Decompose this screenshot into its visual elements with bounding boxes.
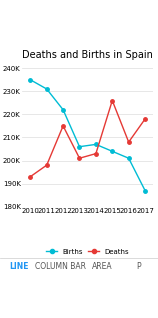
Text: Line: Line (55, 24, 81, 34)
Text: Orange: Orange (13, 6, 33, 11)
Text: ■: ■ (126, 293, 134, 301)
Text: TYPES: TYPES (20, 45, 50, 54)
Legend: Births, Deaths: Births, Deaths (44, 246, 132, 258)
Text: 16:25: 16:25 (130, 6, 145, 11)
Text: AREA: AREA (92, 262, 113, 271)
Text: ●: ● (75, 292, 83, 302)
Text: LINE: LINE (9, 262, 29, 271)
Text: ⚙: ⚙ (145, 24, 154, 34)
Text: COLUMN BAR: COLUMN BAR (35, 262, 85, 271)
Text: ♡: ♡ (123, 24, 132, 34)
Text: ▽: ▽ (20, 292, 27, 302)
Title: Deaths and Births in Spain: Deaths and Births in Spain (22, 50, 153, 60)
Text: FEATURES: FEATURES (92, 45, 135, 54)
Text: P: P (137, 262, 141, 271)
Text: ←: ← (21, 24, 30, 34)
